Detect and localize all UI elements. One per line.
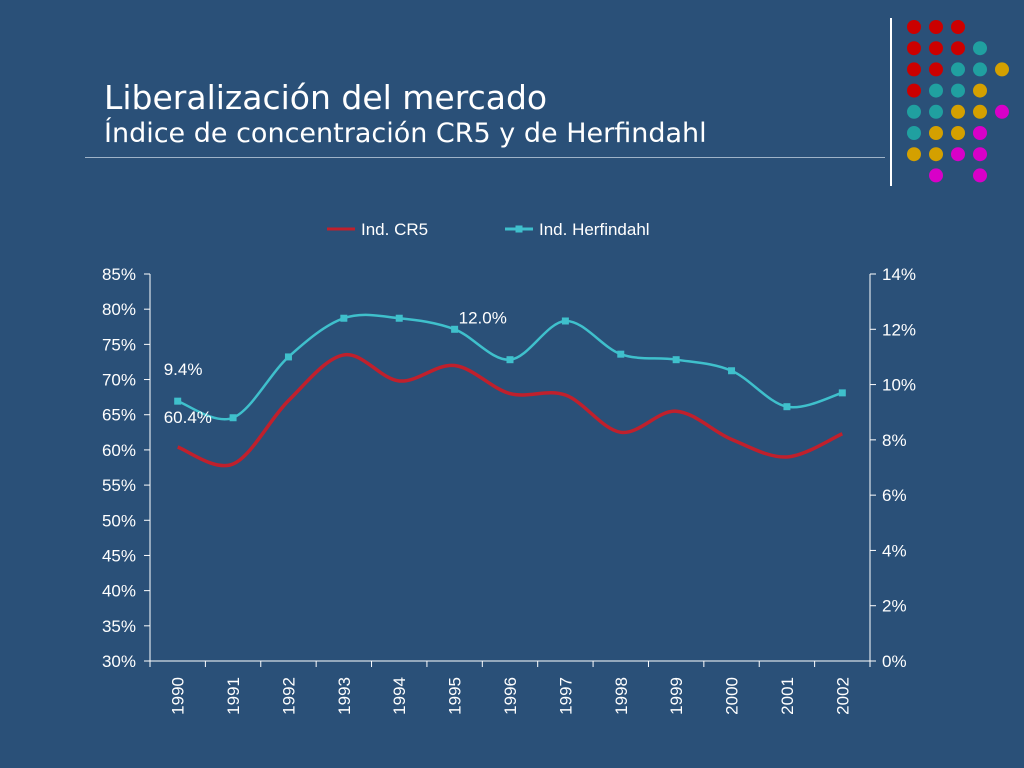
decor-dot <box>929 20 943 34</box>
legend-marker-ind-herfindahl <box>515 225 523 233</box>
y-right-tick-label: 4% <box>882 541 907 560</box>
series-line-ind-herfindahl <box>177 313 843 421</box>
decor-dot <box>951 20 965 34</box>
title-divider <box>85 157 885 158</box>
y-left-tick-label: 50% <box>102 511 136 530</box>
x-tick-label: 1994 <box>390 677 409 715</box>
decor-dot <box>907 20 921 34</box>
data-point-ind-herfindahl <box>561 317 569 325</box>
decor-dot <box>951 83 965 98</box>
decor-dot <box>951 41 965 56</box>
y-left-tick-label: 75% <box>102 335 136 354</box>
y-left-tick-label: 85% <box>102 265 136 284</box>
y-left-tick-label: 30% <box>102 652 136 671</box>
y-left-tick-label: 60% <box>102 441 136 460</box>
data-label: 9.4% <box>164 360 203 379</box>
x-tick-label: 2002 <box>833 677 852 715</box>
data-point-ind-herfindahl <box>229 414 237 422</box>
y-right-tick-label: 14% <box>882 265 916 284</box>
y-left-tick-label: 35% <box>102 617 136 636</box>
decor-dot <box>995 104 1009 119</box>
y-right-tick-label: 6% <box>882 486 907 505</box>
data-point-ind-herfindahl <box>838 389 846 397</box>
y-left-tick-label: 40% <box>102 582 136 601</box>
decor-dot <box>973 126 987 140</box>
decor-dot <box>907 147 921 162</box>
decor-dot <box>929 104 943 119</box>
slide-subtitle: Índice de concentración CR5 y de Herfind… <box>104 118 707 149</box>
x-tick-label: 2001 <box>778 677 797 715</box>
y-left-tick-label: 70% <box>102 371 136 390</box>
data-point-ind-herfindahl <box>340 314 348 322</box>
slide-title: Liberalización del mercado <box>104 78 548 117</box>
data-point-ind-herfindahl <box>728 367 736 375</box>
decor-dot <box>907 62 921 77</box>
data-label: 12.0% <box>459 308 507 327</box>
data-point-ind-herfindahl <box>672 356 680 364</box>
y-left-tick-label: 65% <box>102 406 136 425</box>
series-line-ind-cr5 <box>177 353 844 468</box>
decor-dot <box>973 41 987 56</box>
decor-dot <box>929 41 943 56</box>
data-point-ind-herfindahl <box>395 314 403 322</box>
decor-dot <box>907 41 921 56</box>
decor-dot <box>951 104 965 119</box>
data-point-ind-herfindahl <box>174 397 182 405</box>
data-point-ind-herfindahl <box>451 325 459 333</box>
decor-dot <box>973 83 987 98</box>
decor-dot <box>951 147 965 162</box>
decor-dot <box>929 168 943 183</box>
decor-dot <box>907 83 921 98</box>
x-tick-label: 1998 <box>612 677 631 715</box>
decor-dot <box>973 104 987 119</box>
data-point-ind-herfindahl <box>617 350 625 358</box>
x-tick-label: 1990 <box>169 677 188 715</box>
decor-dot <box>951 126 965 140</box>
x-tick-label: 1992 <box>279 677 298 715</box>
data-point-ind-herfindahl <box>284 353 292 361</box>
x-tick-label: 1995 <box>446 677 465 715</box>
y-right-tick-label: 12% <box>882 320 916 339</box>
x-tick-label: 1997 <box>556 677 575 715</box>
decor-dot <box>929 83 943 98</box>
vertical-divider <box>890 18 892 186</box>
data-point-ind-herfindahl <box>506 356 514 364</box>
x-tick-label: 1996 <box>501 677 520 715</box>
decorative-dot-grid <box>907 20 1009 183</box>
y-right-tick-label: 0% <box>882 652 907 671</box>
y-right-tick-label: 8% <box>882 431 907 450</box>
data-label: 60.4% <box>164 408 212 427</box>
x-tick-label: 1991 <box>224 677 243 715</box>
data-point-ind-herfindahl <box>783 403 791 411</box>
y-left-tick-label: 55% <box>102 476 136 495</box>
decor-dot <box>951 62 965 77</box>
y-right-tick-label: 2% <box>882 597 907 616</box>
decor-dot <box>973 168 987 183</box>
y-right-tick-label: 10% <box>882 376 916 395</box>
decor-dot <box>929 147 943 162</box>
decor-dot <box>973 147 987 162</box>
x-tick-label: 2000 <box>723 677 742 715</box>
legend-label-ind-herfindahl: Ind. Herfindahl <box>539 220 650 239</box>
decor-dot <box>907 104 921 119</box>
y-left-tick-label: 45% <box>102 546 136 565</box>
x-tick-label: 1999 <box>667 677 686 715</box>
decor-dot <box>995 62 1009 77</box>
legend-label-ind-cr5: Ind. CR5 <box>361 220 428 239</box>
decor-dot <box>929 126 943 140</box>
decor-dot <box>929 62 943 77</box>
y-left-tick-label: 80% <box>102 300 136 319</box>
decor-dot <box>973 62 987 77</box>
x-tick-label: 1993 <box>335 677 354 715</box>
decor-dot <box>907 126 921 140</box>
